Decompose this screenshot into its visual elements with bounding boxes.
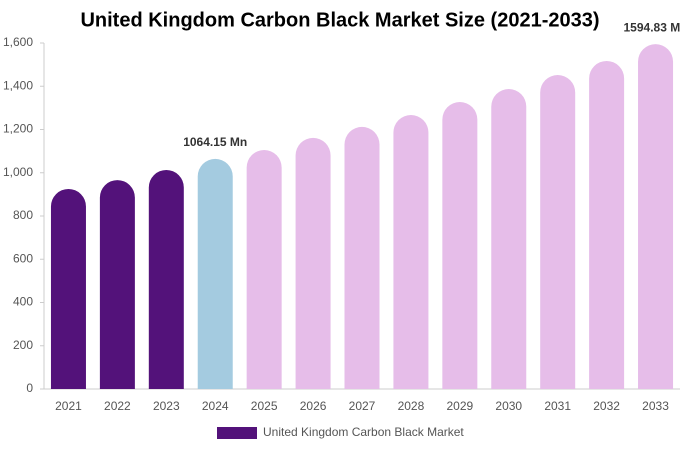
bar: [295, 137, 331, 389]
y-tick-label: 0: [26, 381, 33, 395]
y-tick-label: 800: [13, 208, 33, 222]
x-tick-label: 2023: [153, 399, 180, 413]
x-tick-label: 2030: [495, 399, 522, 413]
bar: [540, 75, 576, 389]
bar: [393, 115, 429, 390]
y-tick-label: 400: [13, 295, 33, 309]
x-tick-label: 2022: [104, 399, 131, 413]
bar: [197, 158, 233, 389]
bar: [638, 44, 674, 389]
legend-swatch: [217, 427, 257, 439]
x-tick-label: 2027: [349, 399, 376, 413]
bar: [589, 60, 625, 389]
bar: [246, 150, 282, 389]
bar: [50, 188, 86, 389]
value-label: 1594.83 Mn: [624, 20, 680, 34]
chart-title: United Kingdom Carbon Black Market Size …: [80, 9, 599, 31]
x-tick-label: 2025: [251, 399, 278, 413]
bar: [99, 180, 135, 389]
x-tick-label: 2029: [446, 399, 473, 413]
x-tick-label: 2032: [593, 399, 620, 413]
legend-label: United Kingdom Carbon Black Market: [263, 425, 464, 439]
x-tick-label: 2031: [544, 399, 571, 413]
y-tick-label: 1,000: [3, 165, 33, 179]
bar: [148, 169, 184, 389]
bar: [491, 89, 527, 389]
x-tick-label: 2033: [642, 399, 669, 413]
x-tick-label: 2026: [300, 399, 327, 413]
x-tick-label: 2021: [55, 399, 82, 413]
y-tick-label: 200: [13, 338, 33, 352]
y-tick-label: 1,400: [3, 78, 33, 92]
value-label: 1064.15 Mn: [183, 135, 247, 149]
y-tick-label: 1,600: [3, 35, 33, 49]
bar: [344, 126, 380, 390]
y-tick-label: 600: [13, 251, 33, 265]
bar: [442, 102, 478, 389]
y-tick-label: 1,200: [3, 122, 33, 136]
x-tick-label: 2028: [398, 399, 425, 413]
x-tick-label: 2024: [202, 399, 229, 413]
